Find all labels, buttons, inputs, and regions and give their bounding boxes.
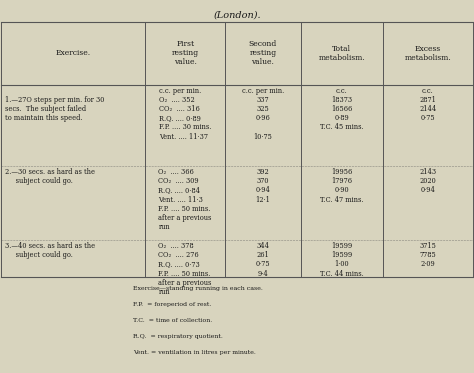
Text: Exercise.: Exercise. xyxy=(55,49,91,57)
Text: 19956
17976
0·90
T.C. 47 mins.: 19956 17976 0·90 T.C. 47 mins. xyxy=(320,168,364,204)
Text: O₂  .... 366
CO₂  .... 309
R.Q. .... 0·84
Vent. .... 11·3
F.P. .... 50 mins.
aft: O₂ .... 366 CO₂ .... 309 R.Q. .... 0·84 … xyxy=(158,168,212,231)
Text: O₂  .... 378
CO₂  .... 276
R.Q. .... 0·73
F.P. .... 50 mins.
after a previous
ru: O₂ .... 378 CO₂ .... 276 R.Q. .... 0·73 … xyxy=(158,242,212,296)
Text: c.c.
18373
16566
0·89
T.C. 45 mins.: c.c. 18373 16566 0·89 T.C. 45 mins. xyxy=(320,87,364,131)
Text: 2.—30 secs. as hard as the
     subject could go.: 2.—30 secs. as hard as the subject could… xyxy=(5,168,95,185)
Text: 392
370
0·94
12·1: 392 370 0·94 12·1 xyxy=(255,168,270,204)
Text: Excess
metabolism.: Excess metabolism. xyxy=(404,45,451,62)
Text: 1.—27O steps per min. for 30
secs.  The subject failed
to maintain this speed.: 1.—27O steps per min. for 30 secs. The s… xyxy=(5,96,105,122)
Text: c.c.
2871
2144
0·75: c.c. 2871 2144 0·75 xyxy=(419,87,437,122)
Text: c.c. per min.
O₂  .... 352
CO₂  .... 316
R.Q. .... 0·89
F.P. .... 30 mins.
Vent.: c.c. per min. O₂ .... 352 CO₂ .... 316 R… xyxy=(159,87,211,141)
Text: F.P.  = foreperiod of rest.: F.P. = foreperiod of rest. xyxy=(133,303,212,307)
Text: Second
resting
value.: Second resting value. xyxy=(249,40,277,66)
Text: 3715
7785
2·09: 3715 7785 2·09 xyxy=(419,242,436,269)
Text: Exercise—standing running in each case.: Exercise—standing running in each case. xyxy=(133,286,263,291)
Text: Vent. = ventilation in litres per minute.: Vent. = ventilation in litres per minute… xyxy=(133,350,256,355)
Text: 344
261
0·75
9·4: 344 261 0·75 9·4 xyxy=(255,242,270,278)
Text: (London).: (London). xyxy=(213,11,261,20)
Text: Total
metabolism.: Total metabolism. xyxy=(319,45,365,62)
Text: 3.—40 secs. as hard as the
     subject could go.: 3.—40 secs. as hard as the subject could… xyxy=(5,242,95,259)
Text: First
resting
value.: First resting value. xyxy=(172,40,199,66)
Text: 19599
19599
1·00
T.C. 44 mins.: 19599 19599 1·00 T.C. 44 mins. xyxy=(320,242,364,278)
Text: c.c. per min.
337
325
0·96

10·75: c.c. per min. 337 325 0·96 10·75 xyxy=(242,87,284,141)
Text: 2143
2020
0·94: 2143 2020 0·94 xyxy=(419,168,437,194)
Text: T.C.  = time of collection.: T.C. = time of collection. xyxy=(133,318,212,323)
Text: R.Q.  = respiratory quotient.: R.Q. = respiratory quotient. xyxy=(133,334,223,339)
